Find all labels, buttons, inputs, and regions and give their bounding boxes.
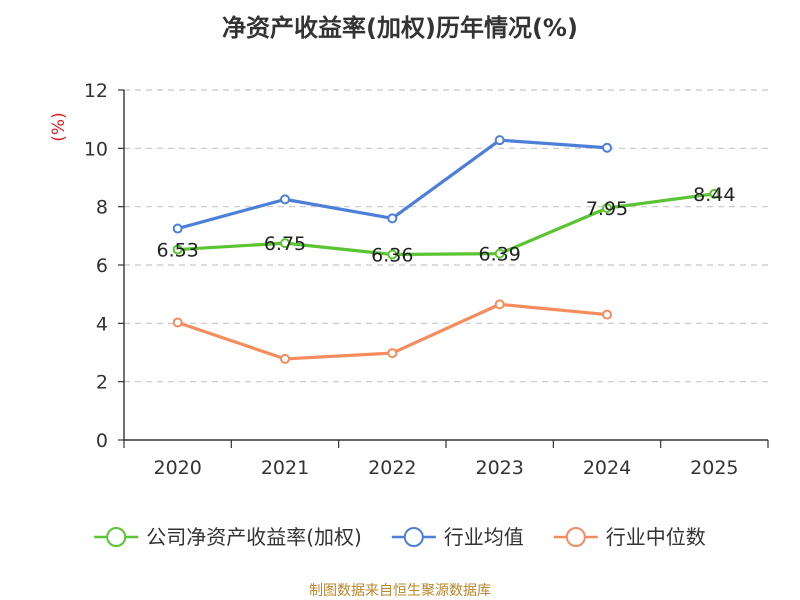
series-point-2 <box>172 317 183 328</box>
y-axis-unit-label: (%) <box>49 112 69 141</box>
data-label: 6.39 <box>479 244 521 266</box>
data-label: 7.95 <box>586 198 628 220</box>
y-tick-label: 10 <box>84 138 108 160</box>
series-point-0 <box>280 238 290 249</box>
y-tick-label: 4 <box>96 313 108 335</box>
series-line-0 <box>177 192 715 257</box>
x-tick-label: 2023 <box>475 457 523 479</box>
series-point-0 <box>709 188 720 199</box>
series-point-2 <box>280 353 290 364</box>
axes: 0 2 4 6 8 10 12 2020 2021 2022 2023 2024 2025 <box>84 80 769 479</box>
y-tick-label: 2 <box>96 372 108 394</box>
series-point-0 <box>387 249 398 260</box>
series-point-1 <box>280 194 290 205</box>
series-point-0 <box>494 248 505 259</box>
legend-label: 行业均值 <box>444 525 524 549</box>
series-point-2 <box>602 309 612 320</box>
series-point-0 <box>172 244 183 255</box>
x-tick-label: 2020 <box>153 457 201 479</box>
y-tick-label: 8 <box>96 197 108 219</box>
x-tick-label: 2021 <box>261 457 309 479</box>
legend-label: 行业中位数 <box>606 525 706 549</box>
legend-item-0[interactable]: 公司净资产收益率(加权) <box>94 525 362 549</box>
x-tick-label: 2022 <box>368 457 416 479</box>
legend-label: 公司净资产收益率(加权) <box>146 525 362 549</box>
legend-item-1[interactable]: 行业均值 <box>391 525 524 549</box>
data-label: 6.36 <box>371 245 413 267</box>
legend-item-2[interactable]: 行业中位数 <box>553 525 706 549</box>
x-tick-label: 2024 <box>583 457 631 479</box>
data-label: 8.44 <box>693 184 735 206</box>
y-tick-label: 12 <box>84 80 108 102</box>
legend: 公司净资产收益率(加权) 行业均值 行业中位数 <box>94 525 706 549</box>
chart-title: 净资产收益率(加权)历年情况(%) <box>222 14 578 42</box>
legend-swatch-marker <box>565 527 586 547</box>
legend-swatch-marker <box>403 527 424 547</box>
series-point-0 <box>602 203 612 214</box>
series-point-1 <box>172 223 183 234</box>
series-point-1 <box>602 142 612 153</box>
data-label: 6.53 <box>157 240 199 262</box>
x-tick-label: 2025 <box>690 457 738 479</box>
source-note: 制图数据来自恒生聚源数据库 <box>309 583 491 599</box>
y-tick-label: 6 <box>96 255 108 277</box>
data-label: 6.75 <box>264 233 306 255</box>
series-point-1 <box>494 135 505 146</box>
series-point-1 <box>387 213 398 224</box>
series-point-2 <box>387 348 398 359</box>
y-tick-label: 0 <box>96 430 108 452</box>
legend-swatch-marker <box>106 527 127 547</box>
grid-lines <box>124 89 768 383</box>
data-labels: 6.53 6.75 6.36 6.39 7.95 8.44 <box>157 184 736 267</box>
series-lines <box>172 135 720 364</box>
series-point-2 <box>494 299 505 310</box>
